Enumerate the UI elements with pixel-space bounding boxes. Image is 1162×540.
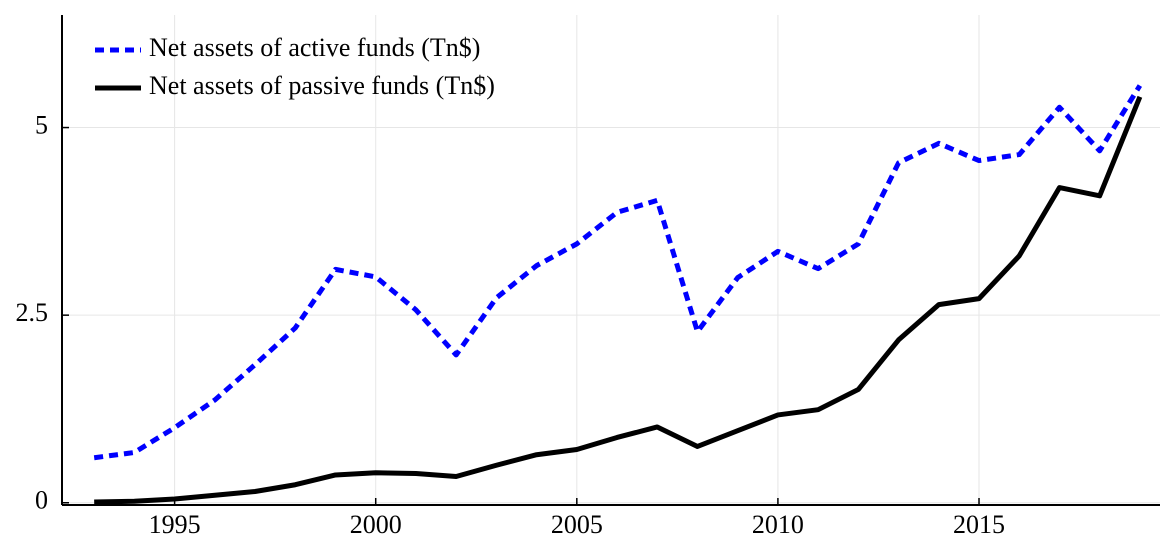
- x-tick-label: 1995: [149, 510, 201, 539]
- y-tick-label: 5: [35, 111, 48, 140]
- y-tick-label: 0: [35, 486, 48, 515]
- legend-label: Net assets of active funds (Tn$): [149, 33, 480, 62]
- series-line: [94, 95, 1143, 505]
- legend-label: Net assets of passive funds (Tn$): [149, 71, 495, 100]
- x-tick-label: 2015: [953, 510, 1005, 539]
- x-tick-label: 2010: [752, 510, 804, 539]
- x-tick-label: 2005: [551, 510, 603, 539]
- series-line: [93, 84, 1143, 461]
- y-tick-label: 2.5: [16, 298, 49, 327]
- x-tick-label: 2000: [350, 510, 402, 539]
